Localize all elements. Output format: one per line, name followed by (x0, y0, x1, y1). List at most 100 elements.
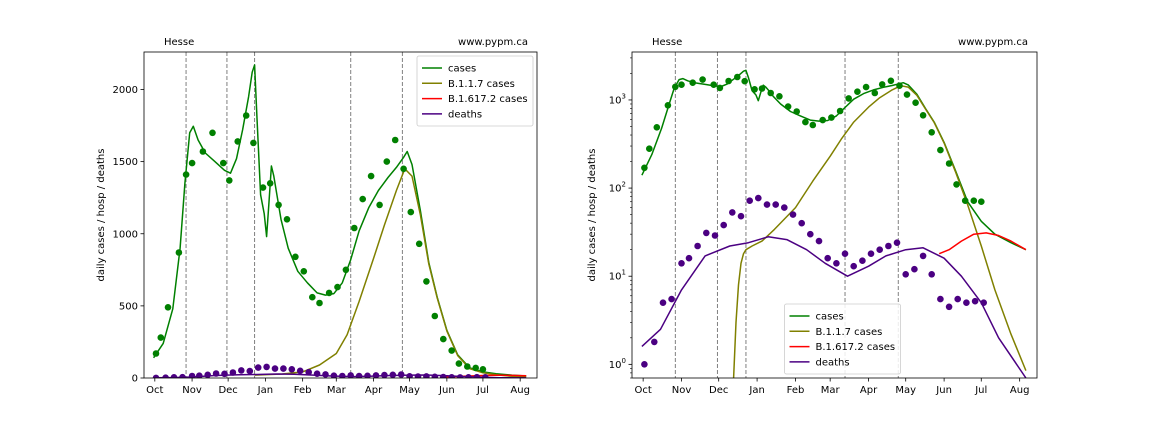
legend-label: B.1.1.7 cases (448, 79, 515, 90)
series-points-cases-data (641, 73, 985, 205)
legend: cases B.1.1.7 cases B.1.617.2 cases deaths (416, 55, 534, 127)
data-point (283, 216, 291, 223)
data-point (911, 265, 918, 273)
data-point (431, 312, 439, 320)
data-point (415, 240, 423, 248)
source-label: www.pypm.ca (458, 37, 528, 48)
data-point (970, 197, 978, 204)
x-tick-label: Nov (182, 385, 202, 396)
data-point (725, 77, 732, 85)
data-point (871, 89, 879, 97)
data-point (641, 361, 648, 368)
data-point (175, 249, 183, 256)
region-label: Hesse (164, 37, 194, 48)
data-point (807, 230, 814, 238)
data-point (397, 371, 405, 378)
x-tick-label: Oct (634, 385, 651, 396)
data-point (309, 293, 316, 301)
data-point (364, 372, 371, 378)
x-tick-label: Oct (146, 385, 163, 396)
x-tick-label: Jun (438, 385, 455, 396)
data-point (646, 145, 653, 152)
data-point (406, 373, 413, 378)
data-point (482, 374, 489, 378)
data-point (456, 374, 464, 378)
y-axis-label: daily cases / hosp / deaths (587, 149, 598, 282)
data-point (448, 347, 456, 354)
data-point (746, 197, 753, 204)
data-point (919, 112, 927, 119)
data-point (226, 177, 233, 184)
data-point (776, 93, 783, 100)
data-point (152, 374, 160, 378)
data-point (781, 204, 788, 211)
data-point (772, 201, 779, 208)
data-point (204, 371, 211, 378)
data-point (755, 194, 762, 202)
data-point (937, 146, 944, 154)
data-point (741, 77, 748, 85)
data-point (414, 373, 422, 378)
data-point (472, 364, 480, 372)
data-point (867, 250, 875, 257)
data-point (164, 304, 172, 311)
data-point (809, 121, 817, 129)
data-point (836, 107, 844, 115)
data-point (672, 83, 679, 91)
data-point (221, 370, 228, 378)
data-point (711, 232, 719, 239)
data-point (651, 338, 658, 346)
data-point (854, 88, 861, 95)
series-points-cases-data (152, 112, 487, 373)
data-point (479, 366, 487, 373)
data-point (841, 250, 849, 257)
data-point (896, 82, 903, 89)
data-point (423, 373, 430, 378)
data-point (266, 180, 274, 187)
data-point (351, 224, 358, 232)
data-point (296, 367, 304, 375)
data-point (455, 360, 463, 367)
data-point (885, 242, 892, 250)
data-point (367, 172, 375, 180)
data-point (157, 334, 165, 341)
data-point (355, 372, 363, 378)
data-point (751, 86, 758, 93)
x-tick-label: Dec (218, 385, 237, 396)
data-point (229, 369, 237, 376)
data-point (464, 363, 471, 370)
y-tick-label: 101 (609, 269, 626, 283)
data-point (259, 184, 267, 191)
y-tick-label: 1000 (113, 229, 138, 240)
data-point (971, 297, 979, 305)
x-tick-label: Aug (510, 385, 530, 396)
series-line-b-1-617-2-cases (938, 232, 1027, 255)
x-tick-label: Nov (672, 385, 692, 396)
data-point (376, 201, 383, 209)
axes-frame (143, 51, 538, 379)
x-tick-label: Apr (860, 385, 878, 396)
data-point (689, 79, 696, 86)
data-point (250, 139, 257, 147)
data-point (678, 260, 685, 267)
data-point (162, 374, 169, 378)
data-point (919, 252, 927, 260)
data-point (664, 102, 672, 109)
data-point (802, 118, 809, 126)
x-tick-label: Mar (821, 385, 841, 396)
data-point (423, 278, 430, 285)
data-point (288, 366, 296, 373)
data-point (678, 81, 685, 88)
data-point (699, 76, 706, 83)
data-point (440, 373, 447, 378)
data-point (893, 239, 901, 246)
data-point (912, 99, 919, 106)
data-point (685, 254, 693, 262)
data-point (170, 374, 178, 378)
data-point (372, 372, 380, 378)
data-point (953, 181, 960, 188)
x-tick-label: May (895, 385, 916, 396)
data-point (734, 73, 741, 81)
legend-label: deaths (448, 109, 482, 120)
